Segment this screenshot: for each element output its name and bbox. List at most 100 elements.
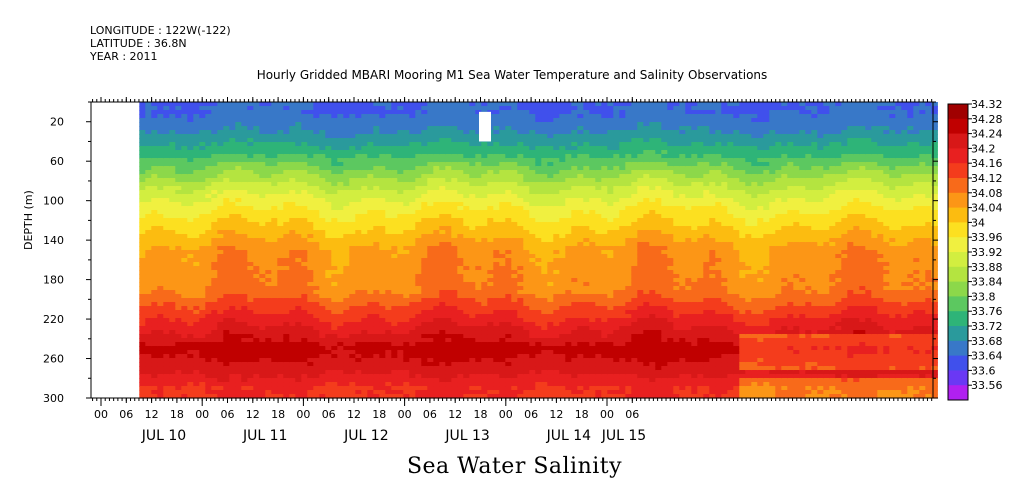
- heatmap-cell: [379, 350, 386, 355]
- heatmap-cell: [421, 358, 428, 363]
- heatmap-cell: [187, 390, 194, 395]
- heatmap-cell: [391, 230, 398, 235]
- heatmap-cell: [373, 362, 380, 367]
- heatmap-cell: [313, 162, 320, 167]
- heatmap-cell: [505, 258, 512, 263]
- heatmap-cell: [385, 390, 392, 395]
- heatmap-cell: [205, 346, 212, 351]
- heatmap-cell: [193, 290, 200, 295]
- heatmap-cell: [265, 102, 272, 107]
- heatmap-cell: [523, 394, 530, 399]
- heatmap-cell: [517, 246, 524, 251]
- heatmap-cell: [289, 334, 296, 339]
- heatmap-cell: [313, 238, 320, 243]
- heatmap-cell: [481, 154, 488, 159]
- heatmap-cell: [295, 286, 302, 291]
- heatmap-cell: [361, 358, 368, 363]
- heatmap-cell: [475, 254, 482, 259]
- heatmap-cell: [511, 326, 518, 331]
- heatmap-cell: [151, 138, 158, 143]
- heatmap-cell: [535, 110, 542, 115]
- heatmap-cell: [289, 302, 296, 307]
- heatmap-cell: [157, 334, 164, 339]
- heatmap-cell: [187, 114, 194, 119]
- heatmap-cell: [493, 366, 500, 371]
- heatmap-cell: [211, 158, 218, 163]
- heatmap-cell: [349, 378, 356, 383]
- heatmap-cell: [163, 290, 170, 295]
- heatmap-cell: [535, 310, 542, 315]
- heatmap-cell: [271, 154, 278, 159]
- heatmap-cell: [337, 174, 344, 179]
- heatmap-cell: [205, 126, 212, 131]
- heatmap-cell: [487, 186, 494, 191]
- heatmap-cell: [379, 146, 386, 151]
- heatmap-cell: [433, 274, 440, 279]
- heatmap-cell: [355, 362, 362, 367]
- heatmap-cell: [199, 146, 206, 151]
- heatmap-cell: [451, 190, 458, 195]
- heatmap-cell: [427, 310, 434, 315]
- heatmap-cell: [229, 366, 236, 371]
- heatmap-cell: [187, 266, 194, 271]
- heatmap-cell: [265, 126, 272, 131]
- heatmap-cell: [517, 270, 524, 275]
- heatmap-cell: [259, 214, 266, 219]
- heatmap-cell: [163, 166, 170, 171]
- heatmap-cell: [409, 174, 416, 179]
- heatmap-cell: [283, 194, 290, 199]
- heatmap-cell: [253, 370, 260, 375]
- heatmap-cell: [463, 170, 470, 175]
- heatmap-cell: [271, 334, 278, 339]
- heatmap-cell: [343, 158, 350, 163]
- heatmap-cell: [541, 146, 548, 151]
- heatmap-cell: [385, 250, 392, 255]
- heatmap-cell: [469, 154, 476, 159]
- heatmap-cell: [211, 258, 218, 263]
- heatmap-cell: [541, 214, 548, 219]
- heatmap-cell: [535, 238, 542, 243]
- heatmap-cell: [385, 230, 392, 235]
- heatmap-cell: [499, 358, 506, 363]
- heatmap-cell: [529, 390, 536, 395]
- heatmap-cell: [235, 330, 242, 335]
- heatmap-cell: [193, 326, 200, 331]
- heatmap-cell: [193, 362, 200, 367]
- heatmap-cell: [481, 234, 488, 239]
- heatmap-cell: [475, 126, 482, 131]
- heatmap-cell: [475, 222, 482, 227]
- heatmap-cell: [223, 326, 230, 331]
- heatmap-cell: [211, 106, 218, 111]
- heatmap-cell: [259, 106, 266, 111]
- heatmap-cell: [355, 218, 362, 223]
- heatmap-cell: [253, 138, 260, 143]
- heatmap-cell: [541, 126, 548, 131]
- heatmap-cell: [157, 374, 164, 379]
- heatmap-cell: [151, 282, 158, 287]
- heatmap-cell: [277, 246, 284, 251]
- heatmap-cell: [241, 138, 248, 143]
- heatmap-cell: [403, 254, 410, 259]
- heatmap-cell: [517, 130, 524, 135]
- heatmap-cell: [535, 182, 542, 187]
- heatmap-cell: [205, 330, 212, 335]
- heatmap-cell: [391, 258, 398, 263]
- heatmap-cell: [223, 390, 230, 395]
- heatmap-cell: [373, 342, 380, 347]
- heatmap-cell: [523, 142, 530, 147]
- heatmap-cell: [445, 362, 452, 367]
- heatmap-cell: [529, 330, 536, 335]
- heatmap-cell: [367, 186, 374, 191]
- heatmap-cell: [307, 170, 314, 175]
- heatmap-cell: [343, 294, 350, 299]
- heatmap-cell: [421, 234, 428, 239]
- heatmap-cell: [445, 270, 452, 275]
- heatmap-cell: [385, 310, 392, 315]
- heatmap-cell: [169, 150, 176, 155]
- heatmap-cell: [307, 354, 314, 359]
- heatmap-cell: [193, 238, 200, 243]
- heatmap-cell: [511, 130, 518, 135]
- heatmap-cell: [487, 106, 494, 111]
- heatmap-cell: [253, 382, 260, 387]
- heatmap-cell: [469, 354, 476, 359]
